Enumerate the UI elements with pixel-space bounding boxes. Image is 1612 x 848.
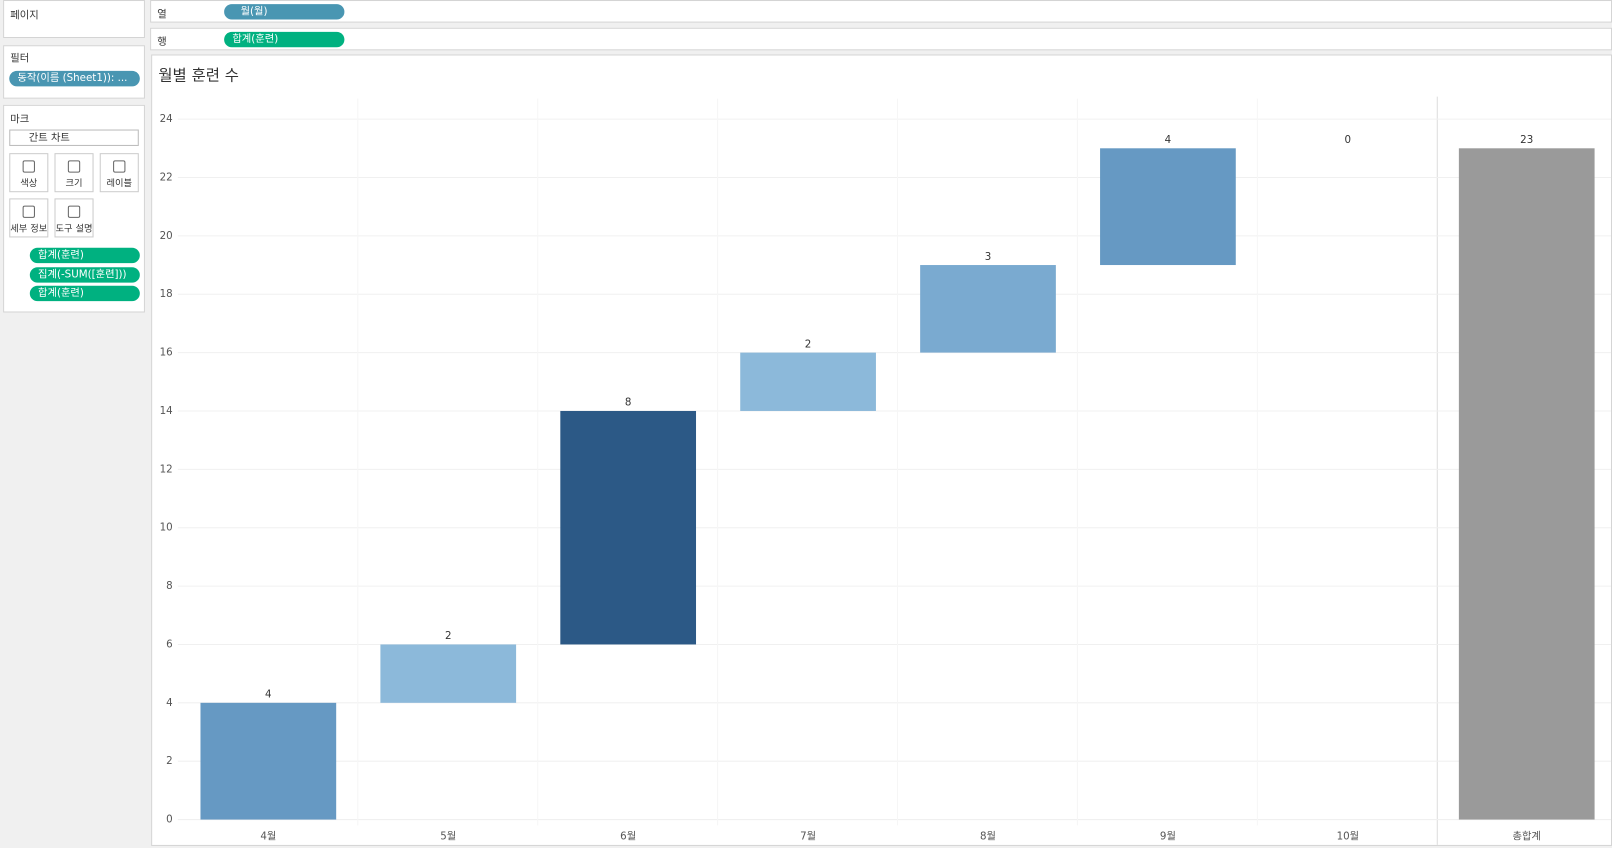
chart-title: 월별 훈련 수 [158, 67, 239, 85]
y-tick-label: 14 [160, 405, 173, 417]
columns-shelf: 열 월(월) [150, 0, 1612, 23]
y-tick-label: 18 [160, 288, 173, 300]
value-label: 8 [625, 397, 632, 409]
icon [113, 160, 126, 173]
pages-card: 페이지 [3, 0, 145, 39]
y-tick-label: 8 [166, 580, 173, 592]
mark-button[interactable]: 도구 설명 [54, 198, 94, 238]
filters-card: 필터 동작(이름 (Sheet1)): ... [3, 45, 145, 99]
button-label: 도구 설명 [55, 224, 93, 235]
y-tick-label: 0 [166, 814, 173, 826]
mark-button[interactable]: 색상 [9, 153, 49, 193]
x-tick-label: 9월 [1160, 831, 1176, 843]
filter-pill[interactable]: 동작(이름 (Sheet1)): ... [9, 70, 140, 87]
mark-type-dropdown[interactable]: 간트 차트 [9, 129, 139, 146]
x-tick-label: 10월 [1337, 831, 1360, 843]
value-label: 4 [265, 689, 272, 701]
button-label: 세부 정보 [10, 224, 48, 235]
value-label: 2 [445, 630, 452, 642]
icon [67, 205, 81, 218]
bar [920, 265, 1056, 353]
mark-button[interactable]: 크기 [54, 153, 94, 193]
mark-button[interactable]: 세부 정보 [9, 198, 49, 238]
button-label: 레이블 [106, 178, 133, 190]
icon [22, 205, 35, 218]
y-tick-label: 12 [160, 463, 173, 475]
button-label: 크기 [65, 178, 83, 190]
bar [740, 352, 876, 411]
pages-title[interactable]: 페이지 [10, 10, 39, 22]
shelf-pill[interactable]: 월(월) [224, 4, 345, 20]
marks-card: 마크 간트 차트 색상 크기 레이블 세부 정보 도구 설명 합계(훈련) 집계… [3, 104, 145, 313]
bar [380, 644, 517, 703]
filters-title[interactable]: 필터 [10, 53, 30, 65]
button-label: 색상 [20, 178, 38, 190]
shelf-label: 행 [157, 37, 167, 49]
icon [22, 160, 35, 173]
y-tick-label: 4 [166, 697, 173, 709]
mark-pill[interactable]: 합계(훈련) [29, 247, 140, 264]
x-tick-label: 6월 [620, 831, 636, 843]
icon [67, 160, 81, 173]
bar [200, 702, 337, 820]
value-label: 2 [805, 338, 812, 350]
mark-button[interactable]: 레이블 [99, 153, 139, 193]
x-tick-label: 7월 [800, 831, 816, 843]
total-bar [1458, 148, 1595, 820]
y-tick-label: 16 [160, 347, 173, 359]
y-tick-label: 24 [160, 113, 173, 125]
mark-pill[interactable]: 집계(-SUM([훈련])) [29, 267, 140, 283]
marks-title[interactable]: 마크 [10, 114, 30, 126]
x-tick-label: 5월 [440, 831, 456, 843]
x-tick-label: 8월 [980, 831, 996, 843]
x-tick-label: 총합계 [1513, 831, 1541, 843]
y-tick-label: 20 [160, 230, 173, 242]
shelf-label: 열 [157, 9, 167, 21]
bar [1100, 148, 1236, 266]
y-tick-label: 2 [166, 755, 173, 767]
value-label: 23 [1520, 134, 1533, 146]
value-label: 3 [985, 251, 992, 263]
rows-shelf: 행 합계(훈련) [150, 27, 1612, 51]
shelf-pill[interactable]: 합계(훈련) [224, 31, 345, 48]
y-tick-label: 22 [160, 171, 173, 183]
y-tick-label: 6 [166, 638, 173, 650]
value-label: 4 [1165, 134, 1172, 146]
value-label: 0 [1345, 134, 1352, 146]
mark-pill[interactable]: 합계(훈련) [29, 285, 140, 302]
y-tick-label: 10 [160, 522, 173, 534]
chart: 월별 훈련 수 02468101214161820222444월25월86월27… [151, 54, 1612, 846]
x-tick-label: 4월 [260, 831, 276, 843]
bar [560, 410, 697, 645]
